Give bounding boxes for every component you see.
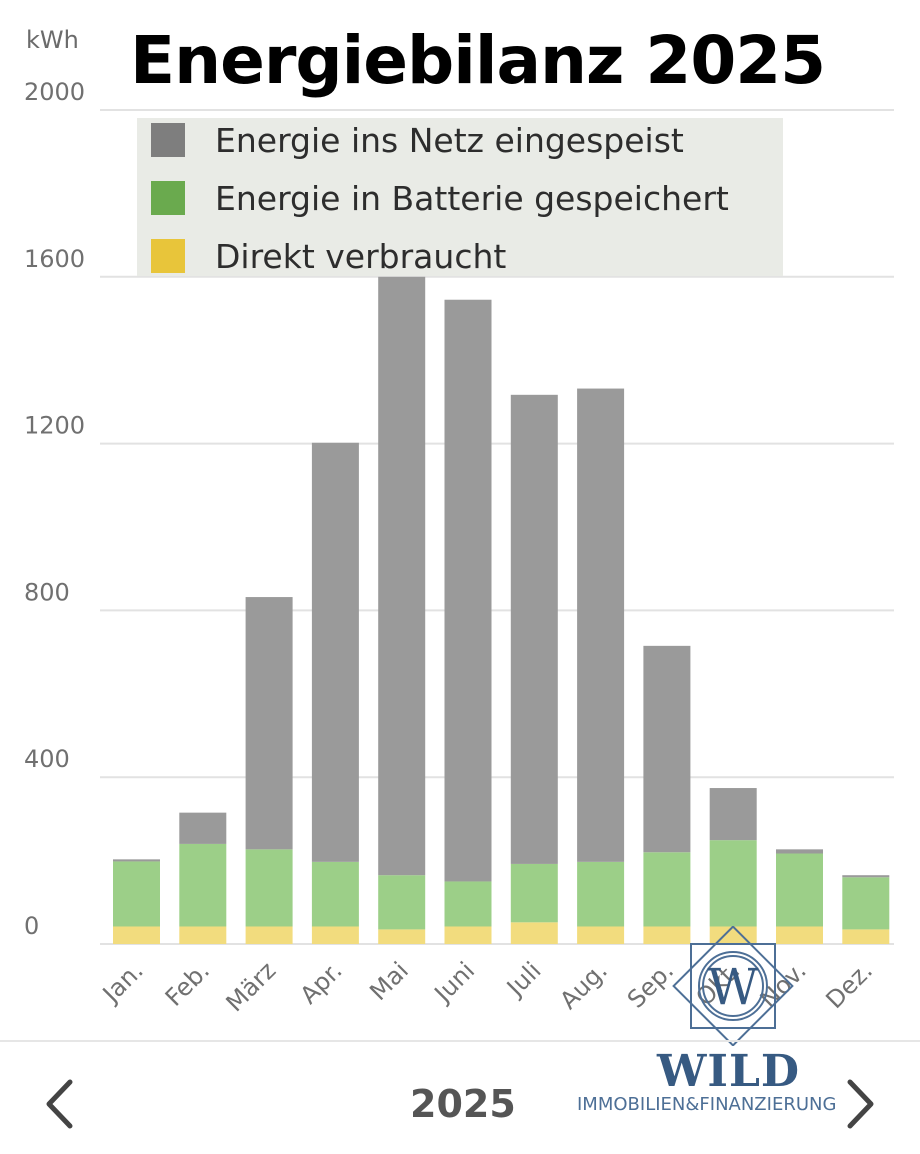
- y-tick-label: 1200: [24, 412, 85, 440]
- chevron-right-icon: [847, 1079, 874, 1129]
- y-tick-label: 400: [24, 745, 70, 773]
- legend-item-battery: Energie in Batterie gespeichert: [151, 178, 729, 218]
- bar-battery: [643, 852, 691, 927]
- footer-divider: [0, 1040, 920, 1042]
- legend-swatch-battery: [151, 181, 185, 215]
- legend-item-direct: Direkt verbraucht: [151, 236, 506, 276]
- bar-fed-in: [444, 299, 492, 882]
- bar-direct: [245, 926, 293, 944]
- legend-label-battery: Energie in Batterie gespeichert: [215, 178, 729, 218]
- bar-direct: [378, 929, 426, 944]
- bar-direct: [643, 926, 691, 944]
- x-tick-label: März: [221, 956, 282, 1017]
- bar-fed-in: [311, 442, 359, 862]
- chart-title: Energiebilanz 2025: [130, 22, 826, 99]
- bar-fed-in: [113, 859, 160, 862]
- bar-direct: [179, 926, 227, 944]
- bar-battery: [776, 853, 823, 927]
- x-tick-label: Apr.: [295, 956, 348, 1009]
- bar-battery: [510, 863, 558, 923]
- bar-battery: [245, 849, 293, 927]
- company-logo: W WILD IMMOBILIEN&FINANZIERUNG: [573, 926, 893, 1126]
- bar-battery: [113, 861, 160, 927]
- bar-fed-in: [776, 849, 823, 854]
- bar-fed-in: [510, 394, 558, 864]
- bar-battery: [311, 861, 359, 927]
- legend-swatch-fed-in: [151, 123, 185, 157]
- bar-direct: [444, 926, 492, 944]
- logo-emblem-icon: W: [672, 926, 794, 1046]
- y-tick-label: 800: [24, 578, 70, 606]
- bar-direct: [842, 929, 890, 944]
- bar-fed-in: [245, 597, 293, 850]
- bar-fed-in: [577, 388, 625, 862]
- bar-battery: [577, 861, 625, 927]
- y-axis-unit: kWh: [26, 26, 79, 54]
- bar-direct: [776, 926, 823, 944]
- chart-legend: Energie ins Netz eingespeist Energie in …: [137, 118, 783, 276]
- bar-fed-in: [643, 645, 691, 853]
- logo-monogram: W: [707, 958, 759, 1016]
- x-tick-label: Juli: [500, 956, 546, 1002]
- bar-direct: [577, 926, 625, 944]
- bar-fed-in: [842, 875, 890, 878]
- legend-label-direct: Direkt verbraucht: [215, 236, 507, 276]
- y-tick-label: 1600: [24, 245, 85, 273]
- x-tick-label: Jan.: [96, 956, 149, 1009]
- bar-fed-in: [709, 788, 757, 841]
- year-label: 2025: [410, 1082, 516, 1126]
- bar-battery: [444, 881, 492, 927]
- bar-fed-in: [378, 276, 426, 876]
- bar-direct: [510, 922, 558, 944]
- prev-year-button[interactable]: [44, 1078, 74, 1130]
- bar-battery: [842, 877, 890, 930]
- x-tick-label: Juni: [428, 956, 480, 1008]
- y-tick-label: 0: [24, 912, 39, 940]
- x-tick-label: Feb.: [160, 956, 215, 1011]
- chevron-left-icon: [46, 1079, 73, 1129]
- logo-word: WILD: [657, 1046, 801, 1097]
- x-tick-label: Mai: [364, 956, 414, 1006]
- next-year-button[interactable]: [846, 1078, 876, 1130]
- y-tick-label: 2000: [24, 78, 85, 106]
- bar-chart: 0 400 800 1200 1600 2000 Jan. Feb. März Apr. Mai Ju…: [24, 78, 894, 1017]
- bar-direct: [311, 926, 359, 944]
- bar-battery: [179, 843, 227, 927]
- legend-swatch-direct: [151, 239, 185, 273]
- bar-direct: [113, 926, 160, 944]
- bar-battery: [709, 840, 757, 927]
- legend-item-fed-in: Energie ins Netz eingespeist: [151, 120, 684, 160]
- legend-label-fed-in: Energie ins Netz eingespeist: [215, 120, 684, 160]
- bar-fed-in: [179, 812, 227, 844]
- logo-tagline: IMMOBILIEN&FINANZIERUNG: [577, 1094, 837, 1115]
- bar-battery: [378, 875, 426, 930]
